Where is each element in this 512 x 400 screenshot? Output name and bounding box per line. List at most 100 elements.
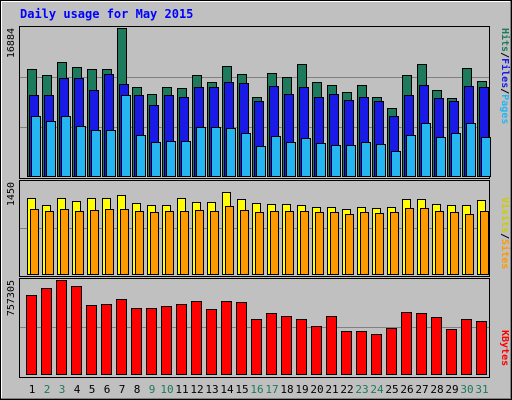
bar-pages-day-26 bbox=[406, 135, 416, 177]
bar-sites-day-16 bbox=[255, 212, 264, 275]
bar-pages-day-19 bbox=[301, 138, 311, 177]
bar-kbytes-day-23 bbox=[356, 331, 367, 375]
bar-pages-day-7 bbox=[121, 95, 131, 177]
x-tick-label: 4 bbox=[74, 383, 81, 396]
bar-pages-day-18 bbox=[286, 142, 296, 177]
legend-visits-sites: Visits/Sites bbox=[499, 197, 511, 269]
x-tick-label: 2 bbox=[44, 383, 51, 396]
bar-pages-day-3 bbox=[61, 116, 71, 177]
bar-kbytes-day-12 bbox=[191, 301, 202, 375]
bar-kbytes-day-5 bbox=[86, 305, 97, 375]
bar-pages-day-24 bbox=[376, 144, 386, 177]
bar-pages-day-28 bbox=[436, 137, 446, 177]
bar-sites-day-19 bbox=[300, 211, 309, 275]
bar-pages-day-12 bbox=[196, 127, 206, 177]
bar-sites-day-1 bbox=[30, 209, 39, 275]
bar-sites-day-31 bbox=[480, 211, 489, 275]
bar-pages-day-10 bbox=[166, 141, 176, 177]
bar-sites-day-26 bbox=[405, 208, 414, 275]
bar-kbytes-day-21 bbox=[326, 316, 337, 375]
legend-kbytes: KBytes bbox=[499, 330, 510, 366]
bar-pages-day-29 bbox=[451, 133, 461, 177]
bar-sites-day-3 bbox=[60, 209, 69, 275]
bar-pages-day-9 bbox=[151, 142, 161, 177]
bar-sites-day-20 bbox=[315, 212, 324, 275]
panel-1-ymax-label: 16884 bbox=[6, 28, 17, 58]
legend-separator: / bbox=[499, 52, 510, 58]
x-tick-label: 15 bbox=[235, 383, 248, 396]
legend-pages-files-hits: Hits/Files/Pages bbox=[499, 28, 511, 124]
bar-sites-day-25 bbox=[390, 212, 399, 275]
bar-sites-day-13 bbox=[210, 211, 219, 275]
chart-title: Daily usage for May 2015 bbox=[20, 7, 193, 21]
x-tick-label: 21 bbox=[325, 383, 338, 396]
bar-sites-day-24 bbox=[375, 213, 384, 275]
x-tick-label: 5 bbox=[89, 383, 96, 396]
x-tick-label: 14 bbox=[220, 383, 234, 396]
bar-kbytes-day-16 bbox=[251, 319, 262, 375]
x-tick-label: 28 bbox=[430, 383, 443, 396]
bar-pages-day-25 bbox=[391, 151, 401, 177]
bar-kbytes-day-2 bbox=[41, 288, 52, 375]
x-tick-label: 29 bbox=[445, 383, 458, 396]
bar-kbytes-day-10 bbox=[161, 306, 172, 375]
bar-sites-day-12 bbox=[195, 210, 204, 275]
x-tick-label: 18 bbox=[280, 383, 293, 396]
bar-sites-day-10 bbox=[165, 211, 174, 275]
bar-kbytes-day-18 bbox=[281, 316, 292, 375]
x-tick-label: 19 bbox=[295, 383, 308, 396]
bar-sites-day-2 bbox=[45, 211, 54, 275]
x-tick-label: 8 bbox=[134, 383, 141, 396]
x-tick-label: 9 bbox=[149, 383, 156, 396]
x-tick-label: 26 bbox=[400, 383, 413, 396]
bar-pages-day-31 bbox=[481, 137, 491, 177]
x-tick-label: 3 bbox=[59, 383, 66, 396]
bar-kbytes-day-30 bbox=[461, 319, 472, 375]
panel-3-ymax-label: 757305 bbox=[6, 280, 17, 316]
bar-kbytes-day-11 bbox=[176, 304, 187, 375]
bar-kbytes-day-20 bbox=[311, 326, 322, 375]
bar-pages-day-15 bbox=[241, 133, 251, 177]
bar-sites-day-6 bbox=[105, 209, 114, 275]
bar-sites-day-15 bbox=[240, 210, 249, 275]
bar-sites-day-4 bbox=[75, 211, 84, 275]
x-tick-label: 11 bbox=[175, 383, 188, 396]
x-tick-label: 30 bbox=[460, 383, 473, 396]
bar-kbytes-day-17 bbox=[266, 313, 277, 375]
legend-sites: Sites bbox=[499, 239, 511, 269]
legend-hits: Hits bbox=[499, 28, 511, 52]
bar-pages-day-6 bbox=[106, 130, 116, 177]
bar-sites-day-28 bbox=[435, 211, 444, 275]
bar-kbytes-day-24 bbox=[371, 334, 382, 375]
bar-sites-day-9 bbox=[150, 212, 159, 275]
bar-kbytes-day-8 bbox=[131, 308, 142, 375]
x-tick-label: 13 bbox=[205, 383, 218, 396]
bar-kbytes-day-27 bbox=[416, 313, 427, 375]
bar-pages-day-8 bbox=[136, 135, 146, 177]
bar-pages-day-13 bbox=[211, 127, 221, 177]
bar-pages-day-17 bbox=[271, 136, 281, 177]
x-tick-label: 31 bbox=[475, 383, 488, 396]
bar-kbytes-day-9 bbox=[146, 308, 157, 375]
x-tick-label: 25 bbox=[385, 383, 398, 396]
bar-pages-day-5 bbox=[91, 130, 101, 177]
bar-pages-day-1 bbox=[31, 116, 41, 177]
bar-kbytes-day-25 bbox=[386, 328, 397, 375]
bar-sites-day-23 bbox=[360, 212, 369, 275]
bar-sites-day-14 bbox=[225, 206, 234, 275]
bar-kbytes-day-29 bbox=[446, 329, 457, 375]
bar-pages-day-14 bbox=[226, 128, 236, 177]
x-tick-label: 10 bbox=[160, 383, 173, 396]
bar-kbytes-day-3 bbox=[56, 280, 67, 375]
x-tick-label: 16 bbox=[250, 383, 263, 396]
bar-pages-day-22 bbox=[346, 145, 356, 177]
bar-sites-day-17 bbox=[270, 211, 279, 275]
bar-kbytes-day-31 bbox=[476, 321, 487, 375]
bar-pages-day-11 bbox=[181, 141, 191, 177]
bar-kbytes-day-14 bbox=[221, 301, 232, 375]
bar-kbytes-day-22 bbox=[341, 331, 352, 375]
x-tick-label: 20 bbox=[310, 383, 323, 396]
legend-separator: / bbox=[499, 88, 510, 94]
x-axis-labels: 1 2 3 4 5 6 7 8 9 10 11 12 13 14 15 16 17 18 19 20 21 22 23 24 2… bbox=[29, 383, 489, 396]
